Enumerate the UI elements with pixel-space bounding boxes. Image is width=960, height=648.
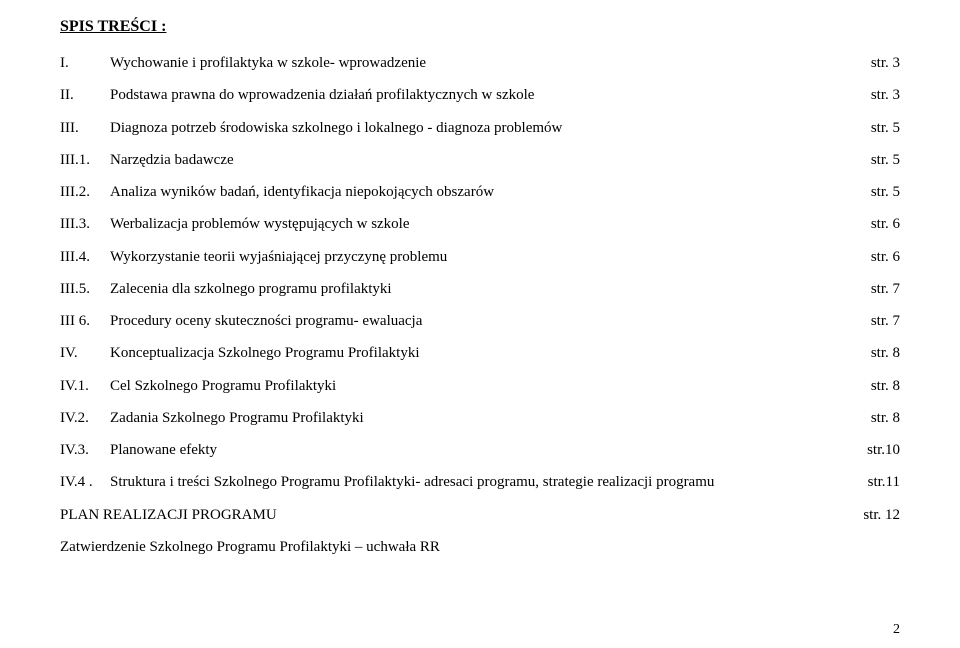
- toc-entry-number: IV.: [60, 342, 110, 365]
- toc-entry-number: III.: [60, 117, 110, 140]
- toc-row-left: IV.1.Cel Szkolnego Programu Profilaktyki: [60, 375, 336, 398]
- toc-row: IV.4 .Struktura i treści Szkolnego Progr…: [60, 471, 900, 494]
- toc-row-left: PLAN REALIZACJI PROGRAMU: [60, 504, 277, 527]
- toc-list: I.Wychowanie i profilaktyka w szkole- wp…: [60, 52, 900, 559]
- toc-entry-title: Procedury oceny skuteczności programu- e…: [110, 310, 422, 333]
- toc-entry-title: Wychowanie i profilaktyka w szkole- wpro…: [110, 52, 426, 75]
- toc-row: II.Podstawa prawna do wprowadzenia dział…: [60, 84, 900, 107]
- toc-entry-title: Diagnoza potrzeb środowiska szkolnego i …: [110, 117, 562, 140]
- toc-row-left: Zatwierdzenie Szkolnego Programu Profila…: [60, 536, 440, 559]
- toc-row: IV.2.Zadania Szkolnego Programu Profilak…: [60, 407, 900, 430]
- toc-row: III.2.Analiza wyników badań, identyfikac…: [60, 181, 900, 204]
- toc-row: III.3.Werbalizacja problemów występujący…: [60, 213, 900, 236]
- toc-entry-number: III.4.: [60, 246, 110, 269]
- toc-entry-number: II.: [60, 84, 110, 107]
- toc-entry-title: Werbalizacja problemów występujących w s…: [110, 213, 410, 236]
- toc-row-left: III.Diagnoza potrzeb środowiska szkolneg…: [60, 117, 562, 140]
- toc-entry-page: str. 6: [859, 213, 900, 236]
- toc-row: PLAN REALIZACJI PROGRAMU str. 12: [60, 504, 900, 527]
- toc-row-left: III.5.Zalecenia dla szkolnego programu p…: [60, 278, 392, 301]
- toc-entry-page: str. 12: [851, 504, 900, 527]
- toc-entry-title: Wykorzystanie teorii wyjaśniającej przyc…: [110, 246, 447, 269]
- toc-entry-number: I.: [60, 52, 110, 75]
- toc-entry-title: Planowane efekty: [110, 439, 217, 462]
- toc-entry-page: str.10: [855, 439, 900, 462]
- toc-entry-title: Analiza wyników badań, identyfikacja nie…: [110, 181, 494, 204]
- toc-entry-number: IV.1.: [60, 375, 110, 398]
- toc-row-left: IV.Konceptualizacja Szkolnego Programu P…: [60, 342, 420, 365]
- toc-entry-page: str. 5: [859, 117, 900, 140]
- toc-row-left: IV.4 .Struktura i treści Szkolnego Progr…: [60, 471, 714, 494]
- toc-row-left: I.Wychowanie i profilaktyka w szkole- wp…: [60, 52, 426, 75]
- toc-row: III 6.Procedury oceny skuteczności progr…: [60, 310, 900, 333]
- toc-entry-number: III.3.: [60, 213, 110, 236]
- toc-row-left: III.4.Wykorzystanie teorii wyjaśniającej…: [60, 246, 447, 269]
- toc-row: III.5.Zalecenia dla szkolnego programu p…: [60, 278, 900, 301]
- toc-heading: SPIS TREŚCI :: [60, 18, 900, 36]
- toc-entry-title: Podstawa prawna do wprowadzenia działań …: [110, 84, 534, 107]
- toc-entry-title: Zadania Szkolnego Programu Profilaktyki: [110, 407, 364, 430]
- toc-entry-page: str. 5: [859, 149, 900, 172]
- toc-row: I.Wychowanie i profilaktyka w szkole- wp…: [60, 52, 900, 75]
- toc-entry-number: III.1.: [60, 149, 110, 172]
- page-number: 2: [893, 622, 900, 638]
- toc-entry-title: Zatwierdzenie Szkolnego Programu Profila…: [60, 536, 440, 559]
- toc-row-left: II.Podstawa prawna do wprowadzenia dział…: [60, 84, 534, 107]
- toc-row-left: IV.2.Zadania Szkolnego Programu Profilak…: [60, 407, 364, 430]
- toc-row-left: III.3.Werbalizacja problemów występujący…: [60, 213, 410, 236]
- toc-entry-title: Cel Szkolnego Programu Profilaktyki: [110, 375, 336, 398]
- toc-entry-page: str. 7: [859, 310, 900, 333]
- toc-row: IV.1.Cel Szkolnego Programu Profilaktyki…: [60, 375, 900, 398]
- toc-row: III.1.Narzędzia badawcze str. 5: [60, 149, 900, 172]
- toc-row: IV.3.Planowane efekty str.10: [60, 439, 900, 462]
- document-page: SPIS TREŚCI : I.Wychowanie i profilaktyk…: [0, 0, 960, 648]
- toc-entry-title: Konceptualizacja Szkolnego Programu Prof…: [110, 342, 420, 365]
- toc-row: Zatwierdzenie Szkolnego Programu Profila…: [60, 536, 900, 559]
- toc-row-left: III.1.Narzędzia badawcze: [60, 149, 234, 172]
- toc-entry-title: Struktura i treści Szkolnego Programu Pr…: [110, 471, 714, 494]
- toc-row: III.4.Wykorzystanie teorii wyjaśniającej…: [60, 246, 900, 269]
- toc-entry-number: III.5.: [60, 278, 110, 301]
- toc-row: III.Diagnoza potrzeb środowiska szkolneg…: [60, 117, 900, 140]
- toc-entry-page: str. 3: [859, 84, 900, 107]
- toc-entry-number: IV.3.: [60, 439, 110, 462]
- toc-entry-title: PLAN REALIZACJI PROGRAMU: [60, 504, 277, 527]
- toc-entry-page: str. 8: [859, 342, 900, 365]
- toc-row-left: III 6.Procedury oceny skuteczności progr…: [60, 310, 422, 333]
- toc-entry-title: Narzędzia badawcze: [110, 149, 234, 172]
- toc-row: IV.Konceptualizacja Szkolnego Programu P…: [60, 342, 900, 365]
- toc-entry-page: str. 7: [859, 278, 900, 301]
- toc-entry-title: Zalecenia dla szkolnego programu profila…: [110, 278, 392, 301]
- toc-entry-page: str. 8: [859, 407, 900, 430]
- toc-entry-page: str.11: [856, 471, 900, 494]
- toc-entry-page: str. 3: [859, 52, 900, 75]
- toc-row-left: IV.3.Planowane efekty: [60, 439, 217, 462]
- toc-entry-number: III.2.: [60, 181, 110, 204]
- toc-row-left: III.2.Analiza wyników badań, identyfikac…: [60, 181, 494, 204]
- toc-entry-number: IV.4 .: [60, 471, 110, 494]
- toc-entry-number: III 6.: [60, 310, 110, 333]
- toc-entry-number: IV.2.: [60, 407, 110, 430]
- toc-entry-page: str. 6: [859, 246, 900, 269]
- toc-entry-page: str. 5: [859, 181, 900, 204]
- toc-entry-page: str. 8: [859, 375, 900, 398]
